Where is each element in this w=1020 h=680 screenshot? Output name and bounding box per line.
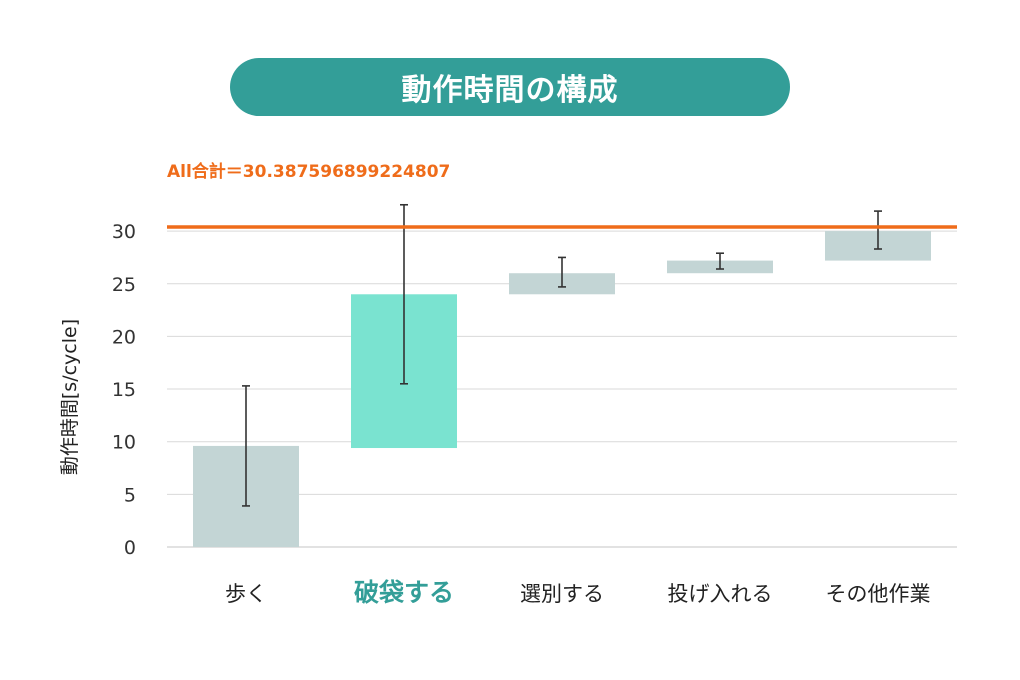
x-tick-labels: 歩く 破袋する 選別する 投げ入れる その他作業 [225,578,931,607]
y-tick-label: 25 [112,274,136,296]
y-tick-label: 15 [112,379,136,401]
y-axis-label: 動作時間[s/cycle] [59,319,81,475]
y-tick-label: 10 [112,432,136,454]
x-tick-label: 投げ入れる [668,582,773,606]
y-tick-labels: 0 5 10 15 20 25 30 [112,221,136,559]
total-label: All合計＝30.387596899224807 [167,161,450,182]
y-tick-label: 30 [112,221,136,243]
x-tick-label: 破袋する [354,578,454,607]
chart-title: 動作時間の構成 [230,58,790,116]
error-bars [242,203,882,507]
y-tick-label: 20 [112,326,136,348]
x-tick-label: 歩く [225,582,267,606]
y-tick-label: 0 [124,537,136,559]
total-group: All合計＝30.387596899224807 [167,161,957,229]
x-tick-label: 選別する [520,582,604,606]
y-tick-label: 5 [124,484,136,506]
x-tick-label: その他作業 [826,582,931,606]
